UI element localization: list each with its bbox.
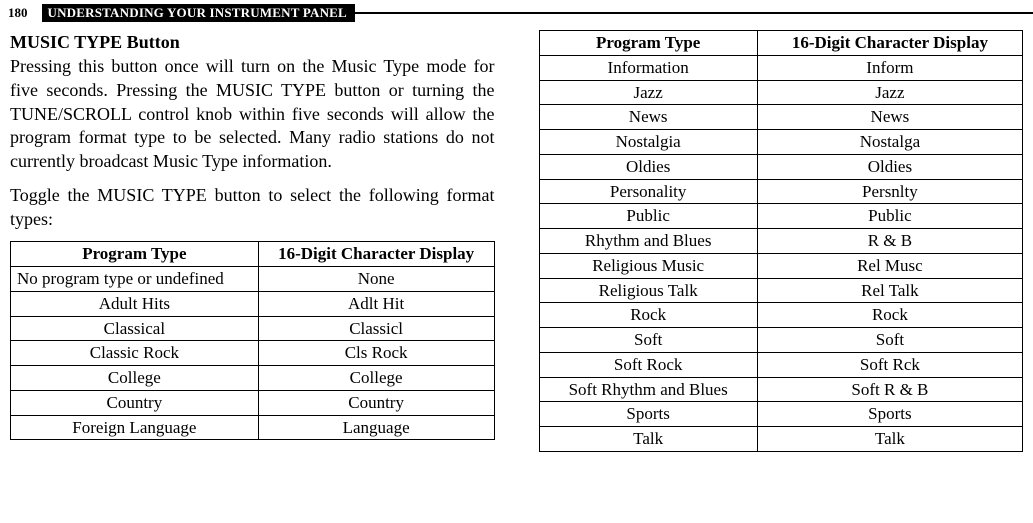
- table-cell-display: Soft: [757, 328, 1022, 353]
- table-cell-program-type: Rhythm and Blues: [539, 229, 757, 254]
- right-column: Program Type 16-Digit Character Display …: [517, 30, 1024, 452]
- table-cell-program-type: Information: [539, 55, 757, 80]
- table-cell-program-type: Oldies: [539, 154, 757, 179]
- header-rule: [355, 12, 1033, 14]
- table-header-program-type: Program Type: [539, 31, 757, 56]
- table-header-row: Program Type 16-Digit Character Display: [539, 31, 1023, 56]
- header-title: UNDERSTANDING YOUR INSTRUMENT PANEL: [42, 4, 355, 22]
- program-type-table-right: Program Type 16-Digit Character Display …: [539, 30, 1024, 452]
- table-row: Religious MusicRel Musc: [539, 253, 1023, 278]
- table-cell-display: Talk: [757, 427, 1022, 452]
- table-cell-program-type: Rock: [539, 303, 757, 328]
- program-type-table-left: Program Type 16-Digit Character Display …: [10, 241, 495, 440]
- table-cell-program-type: News: [539, 105, 757, 130]
- table-cell-program-type: Sports: [539, 402, 757, 427]
- table-row: JazzJazz: [539, 80, 1023, 105]
- table-cell-display: Adlt Hit: [258, 291, 494, 316]
- table-row: Soft Rhythm and BluesSoft R & B: [539, 377, 1023, 402]
- table-header-program-type: Program Type: [11, 242, 259, 267]
- table-cell-display: Oldies: [757, 154, 1022, 179]
- section-heading: MUSIC TYPE Button: [10, 32, 495, 53]
- table-header-display: 16-Digit Character Display: [757, 31, 1022, 56]
- table-cell-program-type: Religious Music: [539, 253, 757, 278]
- table-row: SoftSoft: [539, 328, 1023, 353]
- table-cell-program-type: No program type or undefined: [11, 267, 259, 292]
- table-row: ClassicalClassicl: [11, 316, 495, 341]
- table-cell-display: Nostalga: [757, 130, 1022, 155]
- table-cell-program-type: Adult Hits: [11, 291, 259, 316]
- table-cell-display: Inform: [757, 55, 1022, 80]
- table-row: RockRock: [539, 303, 1023, 328]
- table-cell-program-type: Classic Rock: [11, 341, 259, 366]
- table-row: NostalgiaNostalga: [539, 130, 1023, 155]
- table-row: Adult HitsAdlt Hit: [11, 291, 495, 316]
- table-cell-program-type: Classical: [11, 316, 259, 341]
- table-cell-program-type: Nostalgia: [539, 130, 757, 155]
- table-cell-program-type: College: [11, 366, 259, 391]
- table-cell-program-type: Soft Rock: [539, 352, 757, 377]
- table-cell-display: Public: [757, 204, 1022, 229]
- table-cell-program-type: Foreign Language: [11, 415, 259, 440]
- table-cell-program-type: Public: [539, 204, 757, 229]
- table-cell-display: Rock: [757, 303, 1022, 328]
- table-cell-display: Country: [258, 390, 494, 415]
- table-header-row: Program Type 16-Digit Character Display: [11, 242, 495, 267]
- table-row: Classic RockCls Rock: [11, 341, 495, 366]
- table-cell-display: Persnlty: [757, 179, 1022, 204]
- table-row: PublicPublic: [539, 204, 1023, 229]
- table-cell-display: R & B: [757, 229, 1022, 254]
- table-row: Religious TalkRel Talk: [539, 278, 1023, 303]
- left-column: MUSIC TYPE Button Pressing this button o…: [10, 30, 517, 452]
- table-row: CountryCountry: [11, 390, 495, 415]
- table-cell-display: Cls Rock: [258, 341, 494, 366]
- table-cell-program-type: Talk: [539, 427, 757, 452]
- table-cell-display: Soft Rck: [757, 352, 1022, 377]
- table-row: Rhythm and BluesR & B: [539, 229, 1023, 254]
- table-cell-display: Rel Musc: [757, 253, 1022, 278]
- table-row: NewsNews: [539, 105, 1023, 130]
- table-row: Soft RockSoft Rck: [539, 352, 1023, 377]
- table-cell-display: Language: [258, 415, 494, 440]
- table-cell-program-type: Soft Rhythm and Blues: [539, 377, 757, 402]
- table-cell-program-type: Religious Talk: [539, 278, 757, 303]
- body-paragraph-1: Pressing this button once will turn on t…: [10, 55, 495, 174]
- table-row: TalkTalk: [539, 427, 1023, 452]
- table-cell-program-type: Soft: [539, 328, 757, 353]
- body-paragraph-2: Toggle the MUSIC TYPE button to select t…: [10, 184, 495, 232]
- table-cell-display: News: [757, 105, 1022, 130]
- table-row: Foreign LanguageLanguage: [11, 415, 495, 440]
- table-row: InformationInform: [539, 55, 1023, 80]
- table-header-display: 16-Digit Character Display: [258, 242, 494, 267]
- table-row: PersonalityPersnlty: [539, 179, 1023, 204]
- content-columns: MUSIC TYPE Button Pressing this button o…: [0, 24, 1033, 452]
- table-row: OldiesOldies: [539, 154, 1023, 179]
- table-cell-display: College: [258, 366, 494, 391]
- table-cell-display: Sports: [757, 402, 1022, 427]
- page-header: 180 UNDERSTANDING YOUR INSTRUMENT PANEL: [0, 0, 1033, 24]
- table-cell-display: Rel Talk: [757, 278, 1022, 303]
- table-row: No program type or undefinedNone: [11, 267, 495, 292]
- table-cell-display: None: [258, 267, 494, 292]
- table-cell-program-type: Personality: [539, 179, 757, 204]
- table-cell-program-type: Country: [11, 390, 259, 415]
- table-cell-display: Classicl: [258, 316, 494, 341]
- table-cell-display: Jazz: [757, 80, 1022, 105]
- table-row: CollegeCollege: [11, 366, 495, 391]
- page-number: 180: [8, 5, 28, 21]
- table-cell-program-type: Jazz: [539, 80, 757, 105]
- table-cell-display: Soft R & B: [757, 377, 1022, 402]
- table-row: SportsSports: [539, 402, 1023, 427]
